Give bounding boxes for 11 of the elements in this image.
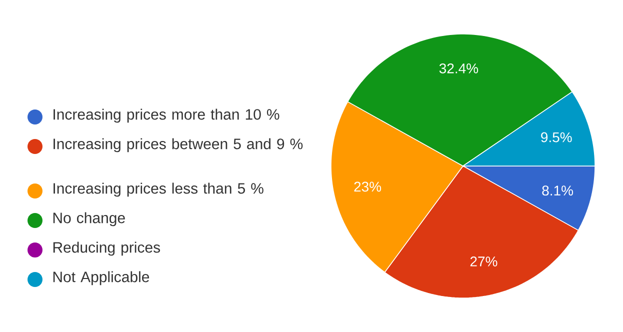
data-label: 8.1% — [542, 186, 573, 196]
legend-label: Increasing prices between 5 and 9 % — [54, 138, 303, 152]
legend-label: Not Applicable — [53, 271, 150, 286]
data-label: 32.4% — [439, 63, 478, 74]
legend-label: Reducing prices — [53, 242, 160, 256]
data-label: 23% — [354, 182, 382, 192]
legend-label: Increasing prices less than 5 % — [54, 182, 264, 197]
data-label: 27% — [470, 256, 498, 266]
legend-label: Increasing prices more than 10 % — [54, 108, 280, 123]
data-label: 9.5% — [541, 132, 572, 142]
legend-label: No change — [53, 212, 125, 226]
